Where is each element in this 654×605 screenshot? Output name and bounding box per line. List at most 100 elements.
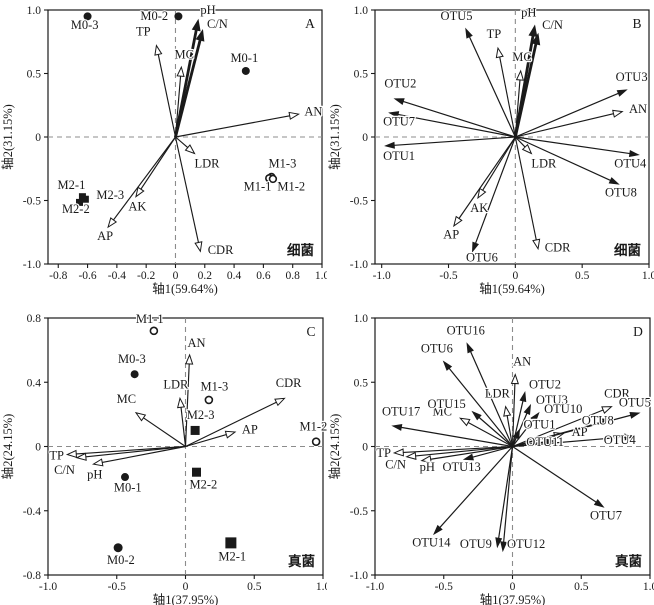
label-TP: TP [487, 27, 502, 41]
env-arrow-LDR [506, 415, 514, 447]
label-OTU12: OTU12 [507, 537, 545, 551]
env-arrowhead-pH [91, 458, 104, 467]
env-arrow-AN [184, 363, 190, 447]
env-arrowhead-pH [528, 24, 538, 37]
point-M0-3 [130, 370, 139, 379]
env-arrow-pH [430, 445, 513, 460]
otu-arrow-OTU15 [478, 416, 513, 447]
otu-arrow-OTU6 [448, 367, 513, 447]
env-arrowhead-AN [288, 111, 300, 120]
otu-arrow-OTU2 [511, 400, 524, 447]
label-OTU4: OTU4 [614, 156, 647, 170]
label-M1-2: M1-2 [277, 179, 305, 193]
x-tick-label: 1.0 [315, 270, 327, 282]
x-axis-title: 轴1(59.64%) [479, 281, 545, 296]
x-tick-label: -1.0 [366, 581, 384, 593]
y-tick-label: 0.5 [354, 69, 369, 81]
label-TP: TP [136, 24, 151, 38]
label-MC: MC [175, 47, 194, 61]
env-arrow-CN [85, 445, 186, 458]
env-arrow-CN [415, 445, 513, 457]
env-arrowhead-CN [195, 28, 205, 42]
x-tick-label: 0 [183, 581, 189, 593]
env-arrow-CN [174, 39, 202, 138]
x-tick-label: -0.5 [435, 581, 453, 593]
label-M1-2: M1-2 [299, 419, 327, 433]
label-M2-3: M2-3 [96, 188, 124, 202]
label-TP: TP [49, 448, 64, 462]
label-OTU14: OTU14 [412, 536, 451, 550]
label-M1-1: M1-1 [244, 179, 272, 193]
label-M0-3: M0-3 [118, 352, 146, 366]
label-OTU7: OTU7 [590, 509, 622, 523]
otu-arrowhead-OTU12 [500, 541, 508, 553]
panel-letter: C [306, 324, 315, 339]
y-tick-label: -1.0 [350, 570, 368, 582]
otu-arrow-OTU5 [468, 36, 516, 138]
label-LDR: LDR [163, 378, 189, 392]
env-arrow-CDR [512, 409, 604, 448]
label-M2-1: M2-1 [218, 550, 246, 564]
panel-c-fungi-samples-biplot: -1.0 -0.5 0 0.5 1.0 0.8 0.4 0 -0.4 -0.8 轴1(37.95%)… [0, 311, 327, 605]
label-AP: AP [242, 423, 258, 437]
env-arrowhead-MC [459, 417, 471, 427]
label-AP: AP [97, 229, 113, 243]
env-arrowhead-TP [392, 448, 404, 457]
panel-b-bacteria-otu-biplot: -1.0 -0.5 0 0.5 1.0 1.0 0.5 0 -0.5 -1.0 轴1(59.64%)… [327, 4, 654, 296]
group-label: 真菌 [288, 553, 315, 569]
env-arrowhead-MC [176, 65, 185, 77]
x-tick-label: 1.0 [643, 581, 654, 593]
label-CN: C/N [207, 17, 228, 31]
otu-arrowhead-OTU1 [512, 428, 520, 440]
point-M1-3 [204, 395, 214, 405]
otu-arrowhead-OTU3 [616, 89, 628, 97]
env-arrowhead-CDR [601, 406, 613, 415]
y-tick-label: -0.5 [23, 196, 41, 208]
env-arrow-CDR [514, 136, 537, 241]
label-CDR: CDR [208, 243, 234, 257]
otu-arrowhead-OTU2 [519, 390, 527, 403]
y-tick-label: 0 [362, 442, 368, 454]
env-arrow-CN [513, 43, 538, 138]
label-OTU3: OTU3 [536, 393, 568, 407]
label-OTU16: OTU16 [447, 324, 485, 338]
x-tick-label: 0.6 [256, 270, 271, 282]
label-OTU7: OTU7 [383, 115, 415, 129]
otu-arrow-OTU6 [474, 136, 516, 244]
point-M2-3 [190, 425, 200, 435]
label-OTU1: OTU1 [524, 418, 556, 432]
x-tick-label: -0.5 [439, 270, 457, 282]
x-tick-label: 0.5 [574, 581, 589, 593]
y-tick-label: 1.0 [354, 5, 369, 17]
env-arrowhead-AP [453, 215, 463, 228]
point-M1-2 [311, 437, 321, 446]
otu-arrowhead-OTU6 [442, 360, 453, 371]
group-label: 真菌 [615, 553, 642, 569]
label-CN: C/N [542, 18, 563, 32]
y-axis-title: 轴2(24.15%) [327, 414, 342, 480]
otu-arrowhead-OTU7 [593, 499, 605, 508]
label-AK: AK [128, 200, 146, 214]
label-M1-3: M1-3 [269, 156, 297, 170]
env-arrowhead-AN [185, 353, 194, 365]
y-tick-label: 1.0 [27, 5, 42, 17]
env-arrow-pH [102, 445, 186, 464]
x-tick-label: -0.5 [108, 581, 126, 593]
env-arrow-TP [157, 54, 177, 138]
y-tick-label: 0.5 [27, 69, 42, 81]
env-arrow-MC [514, 79, 521, 138]
otu-arrow-OTU7 [512, 446, 597, 503]
otu-arrowhead-OTU6 [472, 241, 479, 253]
otu-arrowhead-OTU5 [465, 27, 473, 39]
y-tick-label: 0.4 [27, 377, 42, 389]
label-OTU1: OTU1 [383, 149, 415, 163]
label-M1-3: M1-3 [200, 379, 228, 393]
label-OTU13: OTU13 [443, 460, 481, 474]
env-arrow-MC [467, 422, 513, 448]
panel-a-bacteria-samples-biplot: -0.8 -0.6 -0.4 -0.2 0 0.2 0.4 0.6 0.8 1.0 1.0 0.5 0 -… [0, 2, 327, 296]
y-axis-title: 轴2(31.15%) [0, 104, 15, 170]
label-M2-3: M2-3 [187, 408, 215, 422]
env-arrow-TP [499, 56, 516, 138]
y-tick-label: 0 [35, 132, 41, 144]
env-arrowhead-TP [154, 44, 163, 56]
